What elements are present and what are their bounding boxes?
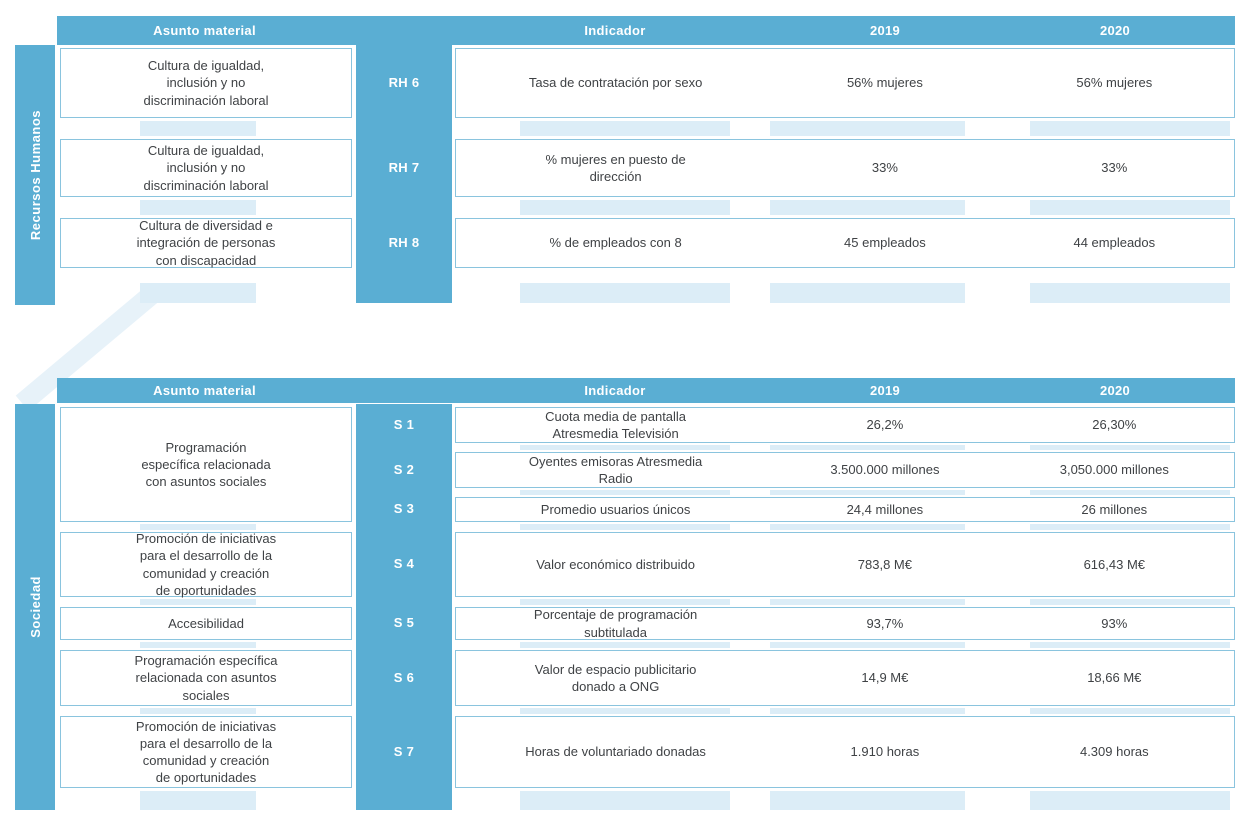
table2-code-column	[356, 404, 452, 810]
row-code: S 5	[393, 615, 415, 630]
section-bar-recursos-humanos: Recursos Humanos	[15, 45, 55, 305]
gap-stripes	[57, 708, 1235, 714]
table2-header-2019: 2019	[869, 383, 901, 398]
table1-bottom-band	[57, 283, 1235, 303]
cell-2020: 44 empleados	[1073, 235, 1156, 251]
section-label: Recursos Humanos	[27, 109, 43, 241]
cell-2019: 45 empleados	[844, 235, 926, 251]
gap-stripes	[57, 445, 1235, 450]
gap-stripes	[57, 599, 1235, 605]
table-row-asunto: Cultura de diversidad e integración de p…	[60, 218, 352, 268]
cell-2019: 3.500.000 millones	[830, 462, 940, 478]
table-row-values: Cuota media de pantalla Atresmedia Telev…	[455, 407, 1235, 443]
table-row-asunto: Promoción de iniciativas para el desarro…	[60, 716, 352, 788]
cell-indicador: Tasa de contratación por sexo	[528, 75, 703, 91]
cell-2019: 1.910 horas	[850, 744, 920, 760]
section-label: Sociedad	[27, 576, 43, 638]
row-code: S 7	[393, 744, 415, 759]
table-row-values: Promedio usuarios únicos 24,4 millones 2…	[455, 497, 1235, 522]
table1-header-indicador: Indicador	[584, 23, 646, 38]
table1-header-row: Asunto material Indicador 2019 2020	[57, 16, 1235, 45]
cell-indicador: Valor de espacio publicitario donado a O…	[534, 661, 697, 694]
cell-2019: 33%	[871, 160, 898, 176]
row-code: S 3	[393, 501, 415, 516]
row-code: S 4	[393, 556, 415, 571]
table2-header-asunto: Asunto material	[153, 383, 256, 398]
cell-2019: 783,8 M€	[857, 556, 912, 572]
cell-2020: 4.309 horas	[1079, 744, 1149, 760]
table-row-values: % mujeres en puesto de dirección 33% 33%	[455, 139, 1235, 197]
table-row-values: % de empleados con 8 45 empleados 44 emp…	[455, 218, 1235, 268]
row-code: S 2	[393, 462, 415, 477]
cell-2019: 24,4 millones	[846, 501, 924, 517]
cell-2019: 26,2%	[866, 417, 904, 433]
gap-stripes	[57, 121, 1235, 136]
gap-stripes	[57, 200, 1235, 215]
table-row-values: Oyentes emisoras Atresmedia Radio 3.500.…	[455, 452, 1235, 488]
cell-2020: 3,050.000 millones	[1059, 462, 1169, 478]
table2-header-spacer	[352, 378, 455, 403]
gap-stripes	[57, 524, 1235, 530]
cell-2020: 26 millones	[1081, 501, 1148, 517]
table-row-values: Horas de voluntariado donadas 1.910 hora…	[455, 716, 1235, 788]
table-row-values: Valor económico distribuido 783,8 M€ 616…	[455, 532, 1235, 597]
table1-code-column	[356, 45, 452, 303]
table-row-asunto: Accesibilidad	[60, 607, 352, 640]
table1-header-asunto: Asunto material	[153, 23, 256, 38]
cell-indicador: Oyentes emisoras Atresmedia Radio	[528, 453, 703, 486]
table-row-asunto: Cultura de igualdad, inclusión y no disc…	[60, 48, 352, 118]
cell-2020: 56% mujeres	[1076, 75, 1153, 91]
cell-indicador: Cuota media de pantalla Atresmedia Telev…	[545, 408, 687, 441]
table-row-values: Porcentaje de programación subtitulada 9…	[455, 607, 1235, 640]
cell-2020: 33%	[1101, 160, 1128, 176]
row-code: RH 6	[388, 75, 420, 90]
section-bar-sociedad: Sociedad	[15, 404, 55, 810]
cell-2020: 93%	[1101, 615, 1128, 631]
table2-header-indicador: Indicador	[584, 383, 646, 398]
row-code: RH 7	[388, 160, 420, 175]
table-row-values: Tasa de contratación por sexo 56% mujere…	[455, 48, 1235, 118]
cell-2020: 616,43 M€	[1083, 556, 1146, 572]
cell-indicador: % mujeres en puesto de dirección	[545, 151, 686, 184]
cell-indicador: Horas de voluntariado donadas	[525, 744, 706, 760]
cell-2020: 18,66 M€	[1087, 670, 1142, 686]
cell-2020: 26,30%	[1092, 417, 1137, 433]
cell-indicador: Valor económico distribuido	[536, 556, 695, 572]
table1-header-spacer	[352, 16, 455, 45]
cell-indicador: Porcentaje de programación subtitulada	[533, 607, 698, 640]
cell-2019: 14,9 M€	[861, 670, 909, 686]
table1-header-2019: 2019	[869, 23, 901, 38]
table2-header-row: Asunto material Indicador 2019 2020	[57, 378, 1235, 403]
cell-2019: 56% mujeres	[846, 75, 923, 91]
gap-stripes	[57, 490, 1235, 495]
table-row-asunto-group: Programación específica relacionada con …	[60, 407, 352, 522]
row-code: RH 8	[388, 235, 420, 250]
table-row-asunto: Promoción de iniciativas para el desarro…	[60, 531, 352, 598]
table-row-values: Valor de espacio publicitario donado a O…	[455, 650, 1235, 706]
row-code: S 1	[393, 417, 415, 432]
row-code: S 6	[393, 670, 415, 685]
cell-indicador: % de empleados con 8	[549, 235, 682, 251]
table-row-asunto: Cultura de igualdad, inclusión y no disc…	[60, 139, 352, 197]
table2-bottom-band	[57, 791, 1235, 810]
table-row-asunto: Programación específica relacionada con …	[60, 650, 352, 706]
cell-2019: 93,7%	[866, 615, 904, 631]
table2-header-2020: 2020	[1099, 383, 1131, 398]
cell-indicador: Promedio usuarios únicos	[540, 501, 691, 517]
gap-stripes	[57, 642, 1235, 648]
table1-header-2020: 2020	[1099, 23, 1131, 38]
